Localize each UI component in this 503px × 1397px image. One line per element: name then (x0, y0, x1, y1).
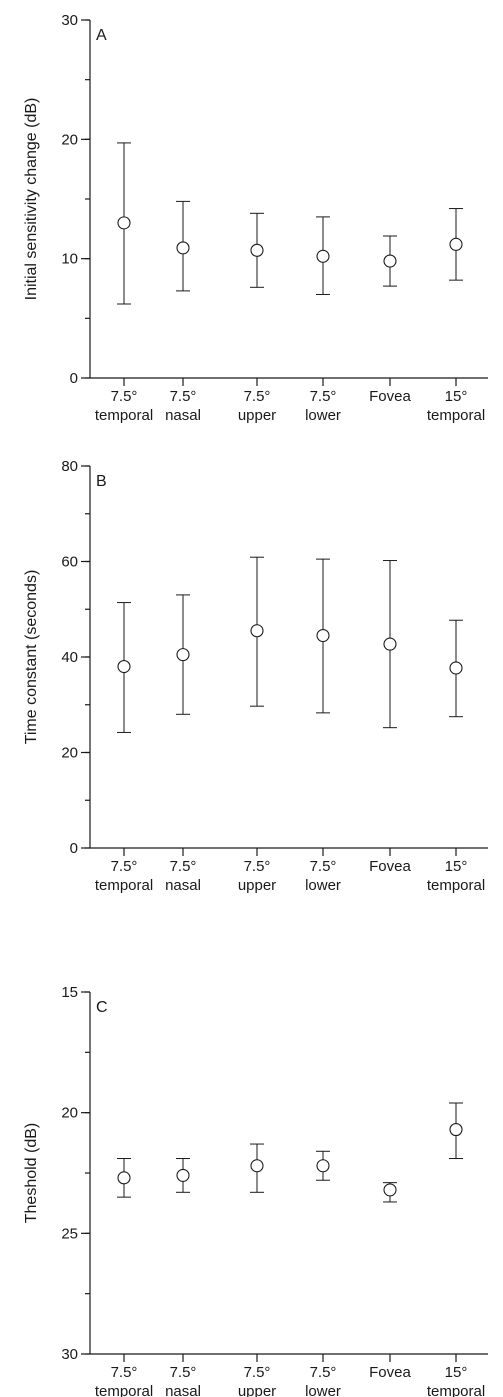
data-point (176, 1168, 190, 1182)
x-tick-label: 7.5° (111, 388, 138, 405)
y-axis-title: Time constant (seconds) (23, 570, 40, 745)
x-tick-label: 7.5° (310, 388, 337, 405)
panel-a: 0 10 20 30 Initial sensitivity change (dB) A 7… (23, 12, 488, 424)
data-point (176, 648, 190, 662)
x-tick-label: Fovea (369, 858, 411, 875)
x-tick-label-line2: temporal (95, 407, 153, 424)
y-tick-label: 0 (70, 840, 78, 857)
y-axis-title: Initial sensitivity change (dB) (23, 98, 40, 301)
x-tick-label: 7.5° (244, 388, 271, 405)
x-tick-label-line2: nasal (165, 1383, 201, 1397)
y-axis-title: Theshold (dB) (23, 1123, 40, 1224)
y-tick-label: 80 (61, 458, 78, 475)
panel-b: 0 20 40 60 80 Time constant (seconds) B 7.5° tem… (23, 458, 488, 894)
y-tick-label: 30 (61, 12, 78, 29)
y-tick-label: 10 (61, 251, 78, 268)
y-tick-label: 40 (61, 649, 78, 666)
y-tick-label: 20 (61, 131, 78, 148)
data-point (176, 241, 190, 255)
x-tick-label: Fovea (369, 388, 411, 405)
data-point (383, 1183, 397, 1197)
x-tick-label-line2: temporal (95, 877, 153, 894)
y-tick-label: 30 (61, 1346, 78, 1363)
data-point (383, 254, 397, 268)
x-tick-label: 15° (445, 858, 468, 875)
x-tick-label-line2: lower (305, 877, 341, 894)
x-tick-label: 7.5° (310, 1364, 337, 1381)
y-tick-label: 60 (61, 554, 78, 571)
data-point (316, 628, 330, 643)
y-tick-label: 25 (61, 1225, 78, 1242)
data-point (117, 659, 131, 674)
x-tick-label-line2: lower (305, 1383, 341, 1397)
x-tick-label: Fovea (369, 1364, 411, 1381)
data-point (250, 1159, 264, 1173)
x-tick-label: 7.5° (111, 858, 138, 875)
x-tick-label-line2: lower (305, 407, 341, 424)
y-tick-label: 20 (61, 1105, 78, 1122)
panel-label: B (96, 473, 107, 490)
x-tick-label-line2: temporal (95, 1383, 153, 1397)
panel-label: A (96, 27, 107, 44)
panel-label: C (96, 999, 108, 1016)
x-tick-label: 7.5° (111, 1364, 138, 1381)
data-point (117, 1171, 131, 1185)
x-tick-label-line2: upper (238, 1383, 276, 1397)
data-point (449, 237, 463, 251)
x-tick-label: 15° (445, 388, 468, 405)
x-tick-label-line2: temporal (427, 407, 485, 424)
data-point (316, 249, 330, 263)
x-tick-label: 7.5° (170, 388, 197, 405)
x-tick-label-line2: temporal (427, 877, 485, 894)
x-tick-label: 7.5° (244, 858, 271, 875)
x-tick-label-line2: nasal (165, 877, 201, 894)
x-tick-label: 15° (445, 1364, 468, 1381)
x-tick-label: 7.5° (170, 1364, 197, 1381)
y-tick-label: 0 (70, 370, 78, 387)
y-tick-label: 20 (61, 745, 78, 762)
data-point (250, 243, 264, 257)
data-point (250, 624, 264, 638)
x-tick-label-line2: upper (238, 877, 276, 894)
y-tick-label: 15 (61, 984, 78, 1001)
x-tick-label: 7.5° (170, 858, 197, 875)
data-point (449, 1123, 463, 1137)
x-tick-label-line2: nasal (165, 407, 201, 424)
panel-c: 15 20 25 30 Theshold (dB) C 7.5° temporal 7.5° na… (23, 984, 488, 1397)
data-point (117, 216, 131, 230)
data-point (316, 1159, 330, 1173)
x-tick-label: 7.5° (310, 858, 337, 875)
x-tick-label: 7.5° (244, 1364, 271, 1381)
data-point (449, 661, 463, 675)
x-tick-label-line2: upper (238, 407, 276, 424)
x-tick-label-line2: temporal (427, 1383, 485, 1397)
data-point (383, 637, 397, 651)
